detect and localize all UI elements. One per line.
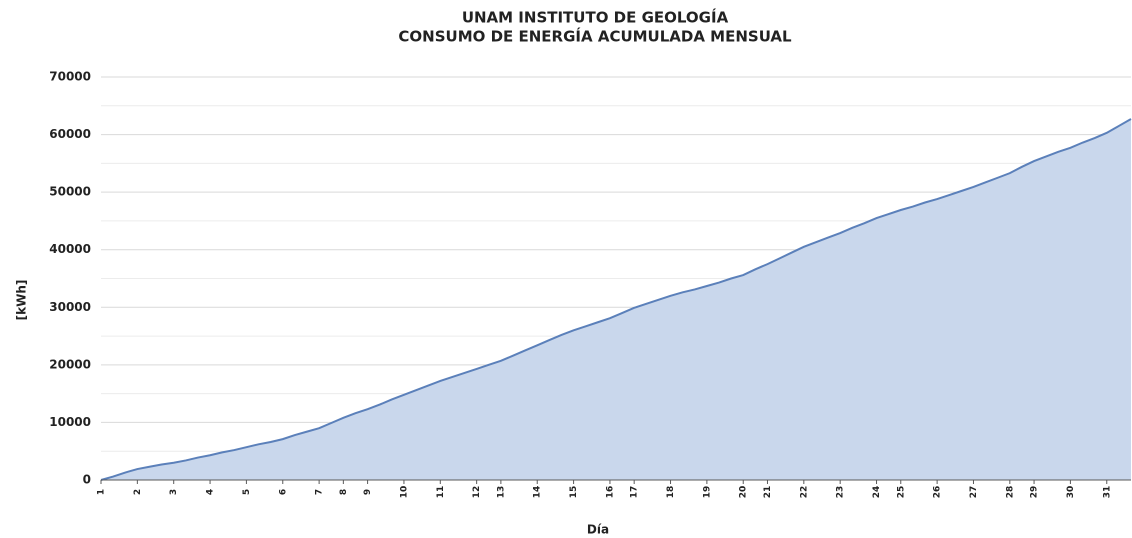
x-tick-label: 11 bbox=[436, 486, 446, 499]
y-tick-label: 60000 bbox=[49, 127, 91, 141]
x-tick-label: 25 bbox=[896, 486, 906, 499]
x-tick-label: 17 bbox=[630, 486, 640, 499]
x-tick-label: 16 bbox=[605, 486, 615, 499]
line bbox=[100, 118, 1132, 481]
x-tick-label: 13 bbox=[496, 486, 506, 499]
x-tick-label: 9 bbox=[363, 489, 373, 495]
x-tick-label: 2 bbox=[133, 489, 143, 495]
x-tick-label: 21 bbox=[763, 486, 773, 499]
area bbox=[101, 119, 1131, 480]
y-tick-label: 70000 bbox=[49, 70, 91, 84]
x-tick-label: 12 bbox=[472, 486, 482, 499]
x-tick-label: 10 bbox=[399, 486, 409, 499]
x-tick-label: 3 bbox=[169, 489, 179, 495]
x-tick-label: 23 bbox=[836, 486, 846, 499]
x-tick-label: 14 bbox=[533, 486, 543, 499]
x-tick-label: 29 bbox=[1030, 486, 1040, 499]
x-tick-label: 5 bbox=[242, 489, 252, 495]
x-tick-label: 26 bbox=[933, 486, 943, 499]
y-tick-label: 0 bbox=[83, 473, 91, 487]
x-tick-label: 22 bbox=[799, 486, 809, 499]
x-axis-label: Día bbox=[587, 523, 609, 537]
x-tick-label: 6 bbox=[278, 489, 288, 495]
y-tick-label: 30000 bbox=[49, 300, 91, 314]
y-tick-label: 20000 bbox=[49, 357, 91, 371]
x-tick-label: 30 bbox=[1066, 486, 1076, 499]
chart-subtitle: CONSUMO DE ENERGÍA ACUMULADA MENSUAL bbox=[398, 27, 792, 46]
x-tick-label: 19 bbox=[702, 486, 712, 499]
y-tick-label: 40000 bbox=[49, 242, 91, 256]
y-tick-label: 50000 bbox=[49, 185, 91, 199]
x-tick-label: 18 bbox=[666, 486, 676, 499]
y-axis-label: [kWh] bbox=[15, 280, 29, 321]
x-tick-label: 24 bbox=[872, 486, 882, 499]
x-tick-label: 1 bbox=[97, 489, 107, 495]
x-tick-label: 31 bbox=[1102, 486, 1112, 499]
x-tick-label: 8 bbox=[339, 489, 349, 495]
x-tick-label: 7 bbox=[315, 489, 325, 495]
x-tick-label: 27 bbox=[969, 486, 979, 499]
x-tick-label: 20 bbox=[739, 486, 749, 499]
x-tick-label: 15 bbox=[569, 486, 579, 499]
x-tick-label: 28 bbox=[1005, 486, 1015, 499]
y-tick-label: 10000 bbox=[49, 415, 91, 429]
x-tick-label: 4 bbox=[206, 489, 216, 495]
chart-title: UNAM INSTITUTO DE GEOLOGÍA bbox=[462, 8, 729, 27]
